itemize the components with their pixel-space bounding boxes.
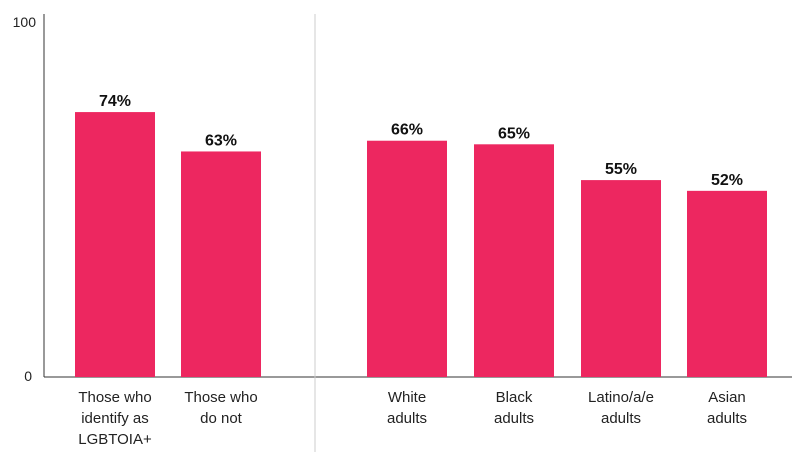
bar-4: [581, 180, 661, 377]
category-label-3-line-0: Black: [496, 389, 533, 406]
category-label-0-line-1: identify as: [81, 410, 149, 427]
category-label-0-line-0: Those who: [78, 389, 151, 406]
category-label-5-line-0: Asian: [708, 389, 746, 406]
value-label-1: 63%: [205, 132, 237, 149]
value-label-3: 65%: [498, 125, 530, 142]
value-labels-group: 74% 63% 66% 65% 55% 52%: [99, 93, 743, 189]
bar-5: [687, 190, 767, 377]
category-labels-group: Those who identify as LGBTOIA+ Those who do …: [78, 389, 747, 448]
category-label-1-line-0: Those who: [184, 389, 257, 406]
category-label-4-line-1: adults: [601, 410, 641, 427]
value-label-0: 74%: [99, 93, 131, 110]
bar-1: [181, 151, 261, 377]
bar-2: [367, 140, 447, 377]
y-tick-label-top: 100: [13, 14, 37, 30]
bar-0: [75, 112, 155, 377]
value-label-5: 52%: [711, 172, 743, 189]
bar-3: [474, 144, 554, 377]
value-label-4: 55%: [605, 161, 637, 178]
category-label-3-line-1: adults: [494, 410, 534, 427]
category-label-0-line-2: LGBTOIA+: [78, 431, 152, 448]
y-tick-label-bottom: 0: [24, 368, 32, 384]
bars-group: [75, 112, 767, 377]
category-label-5-line-1: adults: [707, 410, 747, 427]
value-label-2: 66%: [391, 122, 423, 139]
category-label-2-line-0: White: [388, 389, 426, 406]
category-label-1-line-1: do not: [200, 410, 243, 427]
category-label-4-line-0: Latino/a/e: [588, 389, 654, 406]
category-label-2-line-1: adults: [387, 410, 427, 427]
